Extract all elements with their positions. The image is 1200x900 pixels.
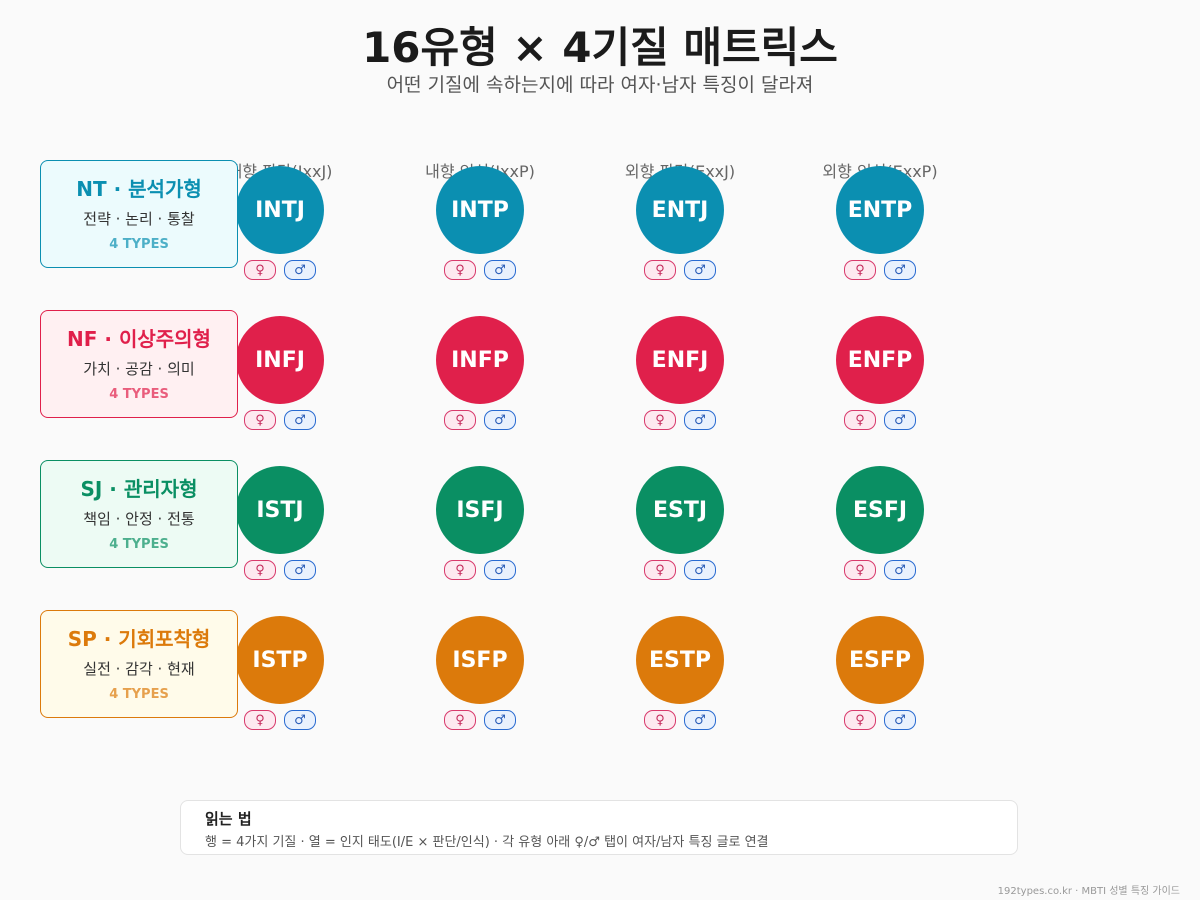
title: 16유형 × 4기질 매트릭스 [362, 23, 838, 72]
male-tab[interactable]: ♂ [684, 710, 716, 730]
type-circle[interactable]: ISFP [436, 616, 524, 704]
type-circle[interactable]: ENFP [836, 316, 924, 404]
male-tab[interactable]: ♂ [684, 260, 716, 280]
type-circle[interactable]: ESTJ [636, 466, 724, 554]
type-circle[interactable]: ISTJ [236, 466, 324, 554]
type-circle[interactable]: ENTJ [636, 166, 724, 254]
type-circle[interactable]: ISTP [236, 616, 324, 704]
female-tab[interactable]: ♀ [444, 260, 476, 280]
card-keywords: 실전 · 감각 · 현재 [83, 660, 195, 678]
female-tab[interactable]: ♀ [644, 410, 676, 430]
subtitle: 어떤 기질에 속하는지에 따라 여자·남자 특징이 달라져 [386, 74, 814, 96]
female-tab[interactable]: ♀ [244, 260, 276, 280]
male-tab[interactable]: ♂ [684, 560, 716, 580]
male-tab[interactable]: ♂ [884, 260, 916, 280]
female-tab[interactable]: ♀ [244, 410, 276, 430]
female-tab[interactable]: ♀ [244, 560, 276, 580]
card-keywords: 책임 · 안정 · 전통 [83, 510, 195, 528]
type-circle[interactable]: ESFJ [836, 466, 924, 554]
male-tab[interactable]: ♂ [884, 410, 916, 430]
card-count: 4 TYPES [109, 237, 169, 252]
legend: 읽는 법 행 = 4가지 기질 · 열 = 인지 태도(I/E × 판단/인식)… [180, 800, 1018, 855]
legend-title: 읽는 법 [205, 810, 252, 828]
male-tab[interactable]: ♂ [484, 560, 516, 580]
type-circle[interactable]: ISFJ [436, 466, 524, 554]
male-tab[interactable]: ♂ [484, 710, 516, 730]
card-title: NT · 분석가형 [76, 177, 202, 201]
female-tab[interactable]: ♀ [244, 710, 276, 730]
female-tab[interactable]: ♀ [844, 260, 876, 280]
type-circle[interactable]: INTJ [236, 166, 324, 254]
legend-text: 행 = 4가지 기질 · 열 = 인지 태도(I/E × 판단/인식) · 각 … [205, 835, 769, 850]
type-circle[interactable]: ENTP [836, 166, 924, 254]
female-tab[interactable]: ♀ [844, 410, 876, 430]
male-tab[interactable]: ♂ [684, 410, 716, 430]
type-circle[interactable]: INFJ [236, 316, 324, 404]
female-tab[interactable]: ♀ [644, 560, 676, 580]
male-tab[interactable]: ♂ [284, 260, 316, 280]
female-tab[interactable]: ♀ [444, 410, 476, 430]
card-keywords: 전략 · 논리 · 통찰 [83, 210, 195, 228]
type-circle[interactable]: INTP [436, 166, 524, 254]
male-tab[interactable]: ♂ [484, 410, 516, 430]
card-title: NF · 이상주의형 [67, 327, 211, 351]
male-tab[interactable]: ♂ [884, 710, 916, 730]
male-tab[interactable]: ♂ [884, 560, 916, 580]
card-title: SP · 기회포착형 [67, 627, 211, 651]
female-tab[interactable]: ♀ [644, 260, 676, 280]
female-tab[interactable]: ♀ [444, 710, 476, 730]
type-circle[interactable]: ESTP [636, 616, 724, 704]
female-tab[interactable]: ♀ [444, 560, 476, 580]
footer: 192types.co.kr · MBTI 성별 특징 가이드 [997, 886, 1180, 897]
male-tab[interactable]: ♂ [284, 710, 316, 730]
card-count: 4 TYPES [109, 387, 169, 402]
card-count: 4 TYPES [109, 687, 169, 702]
male-tab[interactable]: ♂ [484, 260, 516, 280]
card-title: SJ · 관리자형 [80, 477, 198, 501]
type-circle[interactable]: ESFP [836, 616, 924, 704]
female-tab[interactable]: ♀ [644, 710, 676, 730]
female-tab[interactable]: ♀ [844, 710, 876, 730]
female-tab[interactable]: ♀ [844, 560, 876, 580]
card-keywords: 가치 · 공감 · 의미 [83, 360, 195, 378]
male-tab[interactable]: ♂ [284, 410, 316, 430]
male-tab[interactable]: ♂ [284, 560, 316, 580]
card-count: 4 TYPES [109, 537, 169, 552]
type-circle[interactable]: ENFJ [636, 316, 724, 404]
type-circle[interactable]: INFP [436, 316, 524, 404]
